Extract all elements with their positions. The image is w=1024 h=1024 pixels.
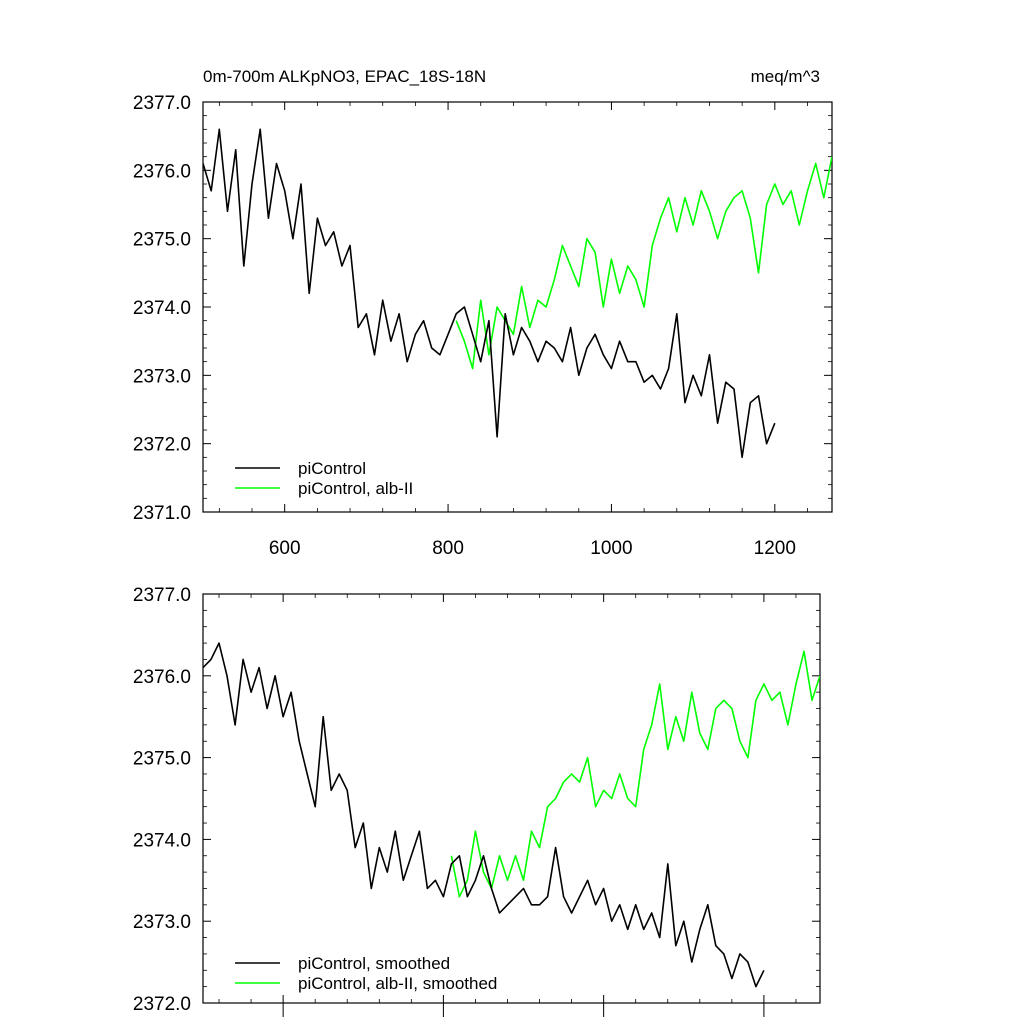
series-line-1: [450, 650, 820, 898]
y-tick-label: 2375.0: [133, 230, 191, 251]
x-tick-label: 1000: [590, 538, 632, 559]
legend-label: piControl: [298, 459, 366, 478]
y-tick-label: 2373.0: [133, 912, 191, 933]
y-tick-label: 2374.0: [133, 830, 191, 851]
y-tick-label: 2373.0: [133, 366, 191, 387]
y-tick-label: 2371.0: [133, 503, 191, 524]
y-tick-label: 2372.0: [133, 435, 191, 456]
y-tick-label: 2376.0: [133, 667, 191, 688]
x-tick-label: 600: [269, 538, 301, 559]
series-line-0: [203, 642, 765, 988]
y-tick-label: 2377.0: [133, 93, 191, 114]
plot-frame: [202, 593, 821, 1004]
chart-units: meq/m^3: [751, 67, 820, 86]
y-tick-label: 2375.0: [133, 749, 191, 770]
y-tick-label: 2372.0: [133, 994, 191, 1015]
x-tick-label: 1200: [754, 538, 796, 559]
series-line-0: [203, 128, 776, 459]
y-tick-label: 2376.0: [133, 161, 191, 182]
bottom-panel: 2372.0 2373.0 2374.0 2375.0 2376.0 2377.0 piCo…: [133, 585, 821, 1017]
legend-label: piControl, smoothed: [298, 954, 450, 973]
y-tick-label: 2374.0: [133, 298, 191, 319]
x-tick-label: 800: [432, 538, 464, 559]
legend-label: piControl, alb-II: [298, 479, 413, 498]
chart-title: 0m-700m ALKpNO3, EPAC_18S-18N: [203, 67, 486, 86]
y-tick-label: 2377.0: [133, 585, 191, 606]
series-line-1: [455, 156, 832, 370]
legend-label: piControl, alb-II, smoothed: [298, 974, 497, 993]
top-panel: 2371.0 2372.0 2373.0 2374.0 2375.0 2376.0 2377…: [133, 67, 833, 559]
